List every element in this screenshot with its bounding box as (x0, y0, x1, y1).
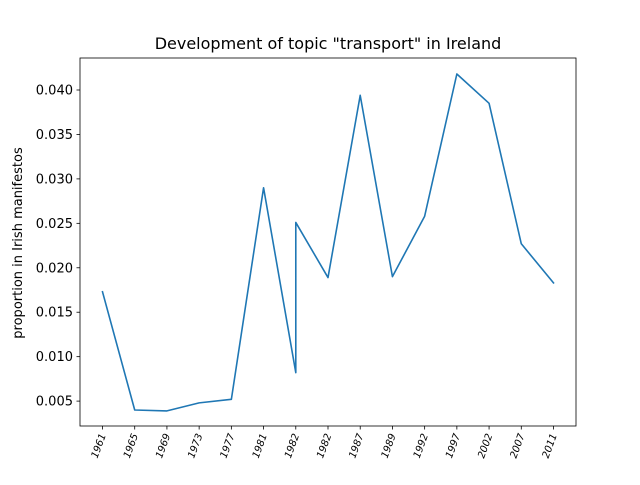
y-tick-label: 0.015 (36, 306, 73, 321)
y-axis-label: proportion in Irish manifestos (11, 147, 26, 339)
y-tick-label: 0.025 (36, 217, 73, 232)
chart-title: Development of topic "transport" in Irel… (155, 34, 502, 53)
y-tick-label: 0.030 (36, 172, 73, 187)
y-tick-label: 0.040 (36, 84, 73, 99)
y-tick-label: 0.035 (36, 128, 73, 143)
y-tick-label: 0.020 (36, 261, 73, 276)
y-tick-label: 0.005 (36, 395, 73, 410)
y-tick-label: 0.010 (36, 350, 73, 365)
